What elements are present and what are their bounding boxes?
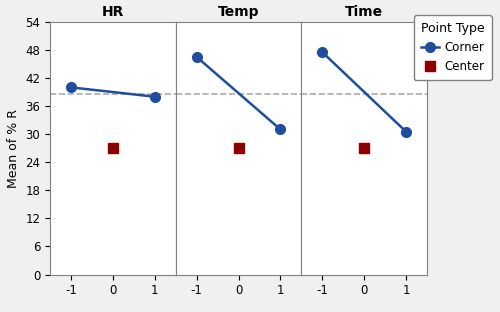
- Legend: Corner, Center: Corner, Center: [414, 15, 492, 80]
- Title: Temp: Temp: [218, 5, 260, 19]
- Title: HR: HR: [102, 5, 124, 19]
- Title: Time: Time: [345, 5, 384, 19]
- Y-axis label: Mean of % R: Mean of % R: [6, 109, 20, 188]
